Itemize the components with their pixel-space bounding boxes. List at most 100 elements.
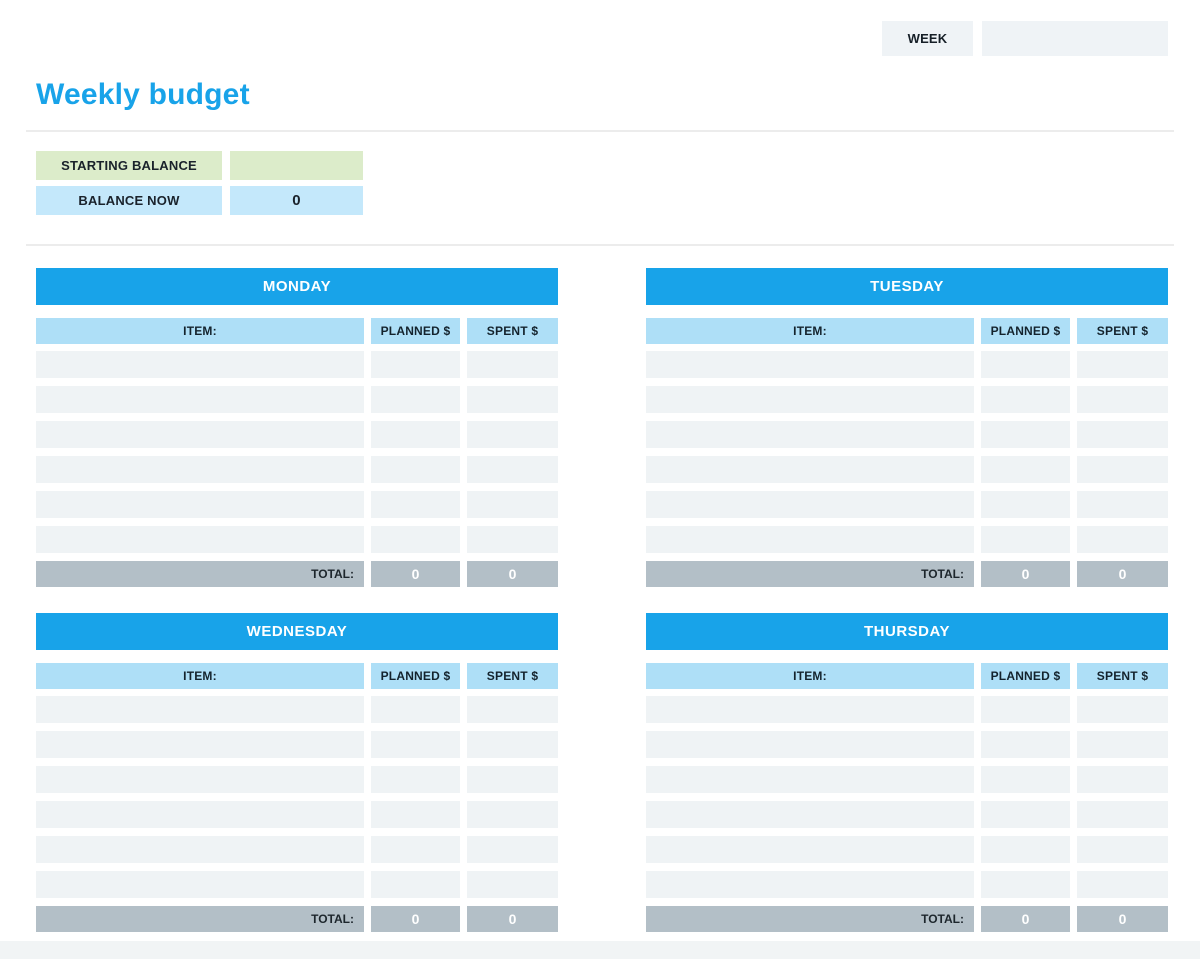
planned-cell[interactable]	[371, 421, 460, 448]
spent-cell[interactable]	[1077, 836, 1168, 863]
item-cell[interactable]	[36, 456, 364, 483]
spent-cell[interactable]	[467, 836, 558, 863]
item-cell[interactable]	[36, 696, 364, 723]
spent-cell[interactable]	[1077, 456, 1168, 483]
item-cell[interactable]	[36, 526, 364, 553]
item-cell[interactable]	[36, 491, 364, 518]
entry-row	[646, 766, 1168, 793]
column-header-item: ITEM:	[36, 663, 364, 689]
day-header: THURSDAY	[646, 613, 1168, 650]
entry-row	[36, 386, 558, 413]
planned-cell[interactable]	[981, 801, 1070, 828]
column-header-planned: PLANNED $	[371, 663, 460, 689]
item-cell[interactable]	[646, 421, 974, 448]
column-header-item: ITEM:	[646, 318, 974, 344]
column-header-row: ITEM: PLANNED $ SPENT $	[36, 663, 558, 689]
spent-cell[interactable]	[1077, 871, 1168, 898]
day-header: TUESDAY	[646, 268, 1168, 305]
entry-row	[646, 836, 1168, 863]
planned-cell[interactable]	[981, 526, 1070, 553]
spent-cell[interactable]	[1077, 526, 1168, 553]
item-cell[interactable]	[36, 421, 364, 448]
week-value-cell[interactable]	[982, 21, 1168, 56]
spent-cell[interactable]	[467, 386, 558, 413]
item-cell[interactable]	[646, 351, 974, 378]
item-cell[interactable]	[646, 456, 974, 483]
total-row: TOTAL: 0 0	[646, 561, 1168, 587]
item-cell[interactable]	[36, 386, 364, 413]
item-cell[interactable]	[646, 386, 974, 413]
entry-row	[36, 351, 558, 378]
planned-cell[interactable]	[371, 456, 460, 483]
item-cell[interactable]	[646, 696, 974, 723]
planned-cell[interactable]	[981, 351, 1070, 378]
spent-cell[interactable]	[467, 696, 558, 723]
spent-cell[interactable]	[1077, 351, 1168, 378]
planned-cell[interactable]	[981, 386, 1070, 413]
entry-row	[36, 766, 558, 793]
item-cell[interactable]	[646, 871, 974, 898]
spent-cell[interactable]	[467, 801, 558, 828]
total-spent-value: 0	[1077, 906, 1168, 932]
planned-cell[interactable]	[981, 491, 1070, 518]
spent-cell[interactable]	[467, 526, 558, 553]
entry-row	[646, 351, 1168, 378]
item-cell[interactable]	[36, 871, 364, 898]
entry-row	[36, 871, 558, 898]
day-name: WEDNESDAY	[246, 623, 348, 640]
item-cell[interactable]	[646, 731, 974, 758]
spent-cell[interactable]	[467, 491, 558, 518]
planned-cell[interactable]	[981, 731, 1070, 758]
planned-cell[interactable]	[981, 456, 1070, 483]
spent-cell[interactable]	[467, 766, 558, 793]
spent-cell[interactable]	[467, 871, 558, 898]
item-cell[interactable]	[646, 491, 974, 518]
planned-cell[interactable]	[981, 766, 1070, 793]
planned-cell[interactable]	[371, 801, 460, 828]
planned-cell[interactable]	[981, 696, 1070, 723]
total-spent-value: 0	[467, 906, 558, 932]
entry-row	[36, 696, 558, 723]
planned-cell[interactable]	[981, 836, 1070, 863]
total-planned-value: 0	[371, 906, 460, 932]
planned-cell[interactable]	[981, 871, 1070, 898]
spent-cell[interactable]	[1077, 421, 1168, 448]
planned-cell[interactable]	[371, 526, 460, 553]
item-cell[interactable]	[646, 526, 974, 553]
spent-cell[interactable]	[1077, 696, 1168, 723]
item-cell[interactable]	[646, 801, 974, 828]
spent-cell[interactable]	[1077, 491, 1168, 518]
item-cell[interactable]	[36, 801, 364, 828]
item-cell[interactable]	[36, 836, 364, 863]
item-cell[interactable]	[36, 731, 364, 758]
spent-cell[interactable]	[1077, 801, 1168, 828]
planned-cell[interactable]	[371, 491, 460, 518]
planned-cell[interactable]	[371, 351, 460, 378]
spent-cell[interactable]	[1077, 386, 1168, 413]
spent-cell[interactable]	[467, 456, 558, 483]
column-header-planned: PLANNED $	[981, 663, 1070, 689]
spent-cell[interactable]	[1077, 766, 1168, 793]
spent-cell[interactable]	[1077, 731, 1168, 758]
total-planned-value: 0	[371, 561, 460, 587]
planned-cell[interactable]	[371, 696, 460, 723]
column-header-spent: SPENT $	[1077, 318, 1168, 344]
planned-cell[interactable]	[371, 766, 460, 793]
planned-cell[interactable]	[371, 386, 460, 413]
entry-row	[36, 731, 558, 758]
spent-cell[interactable]	[467, 731, 558, 758]
planned-cell[interactable]	[981, 421, 1070, 448]
item-cell[interactable]	[36, 351, 364, 378]
item-cell[interactable]	[646, 766, 974, 793]
item-cell[interactable]	[36, 766, 364, 793]
planned-cell[interactable]	[371, 836, 460, 863]
item-cell[interactable]	[646, 836, 974, 863]
entry-row	[36, 456, 558, 483]
planned-cell[interactable]	[371, 731, 460, 758]
planned-cell[interactable]	[371, 871, 460, 898]
starting-balance-value-cell[interactable]	[230, 151, 363, 180]
column-header-spent: SPENT $	[467, 663, 558, 689]
entry-row	[646, 696, 1168, 723]
spent-cell[interactable]	[467, 351, 558, 378]
spent-cell[interactable]	[467, 421, 558, 448]
